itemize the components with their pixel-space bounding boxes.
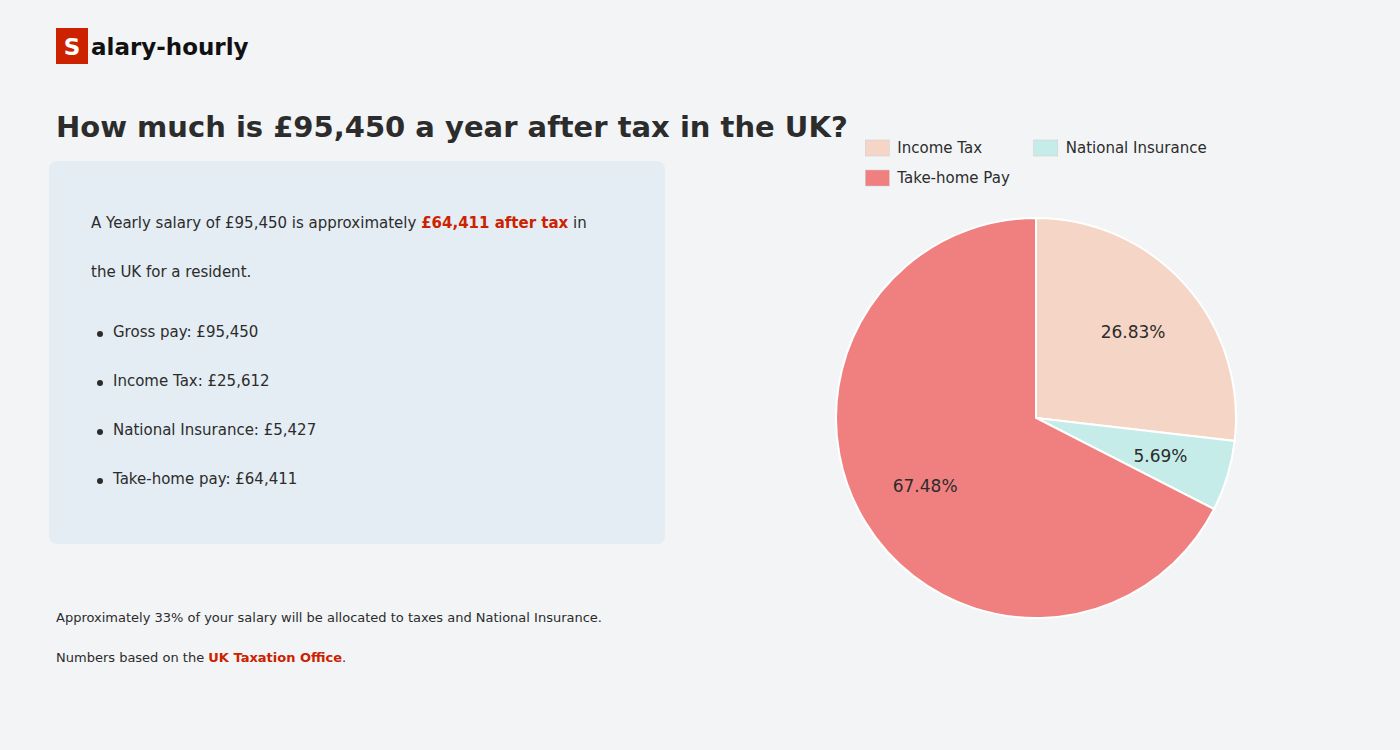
logo-text: alary-hourly [91,34,249,60]
summary-line-part: £64,411 after tax [421,214,568,232]
pie: 26.83% 5.69% 67.48% [836,218,1236,618]
footer: Approximately 33% of your salary will be… [56,610,602,665]
legend-swatch [1034,140,1058,156]
summary-line: the UK for a resident. [91,263,251,281]
info-box-background [49,161,665,544]
legend-item: National Insurance [1034,139,1207,157]
summary-line-part: the UK for a resident. [91,263,251,281]
page: Salary-hourly How much is £95,450 a year … [0,0,1400,750]
summary-line-part: in [568,214,586,232]
legend-label: Take-home Pay [896,169,1010,187]
legend: Income Tax National Insurance Take-home Pa… [865,139,1206,187]
footer-line: Approximately 33% of your salary will be… [56,610,602,625]
footer-line-part: . [342,650,346,665]
data-label: 5.69% [1133,446,1187,466]
bullet-dot [97,380,103,386]
logo-initial: S [64,34,81,60]
background [0,0,1400,750]
legend-label: Income Tax [897,139,982,157]
summary-line-part: A Yearly salary of £95,450 is approximat… [91,214,421,232]
bullet-item: Income Tax: £25,612 [113,372,270,390]
logo-box [56,28,88,64]
legend-label: National Insurance [1066,139,1207,157]
slices [836,218,1236,618]
bullet-dot [97,429,103,435]
footer-line-part: UK Taxation Office [208,650,342,665]
footer-line: Numbers based on the UK Taxation Office. [56,650,346,665]
pie-slice [836,218,1214,618]
info-box: A Yearly salary of £95,450 is approximat… [49,161,665,544]
bullet-dot [97,331,103,337]
data-label: 67.48% [893,476,958,496]
summary-line: A Yearly salary of £95,450 is approximat… [91,214,587,232]
bullet-item: Take-home pay: £64,411 [112,470,297,488]
title: How much is £95,450 a year after tax in … [56,110,848,144]
data-label: 26.83% [1101,322,1166,342]
bullet-dot [97,478,103,484]
logo: Salary-hourly [56,28,249,64]
legend-swatch [865,140,889,156]
bullet-item: Gross pay: £95,450 [113,323,258,341]
legend-swatch [865,170,889,186]
footer-line-part: Approximately 33% of your salary will be… [56,610,602,625]
footer-line-part: Numbers based on the [56,650,208,665]
legend-item: Income Tax [865,139,982,157]
pie-slice [1036,218,1236,441]
bullet-item: National Insurance: £5,427 [113,421,316,439]
legend-item: Take-home Pay [865,169,1010,187]
